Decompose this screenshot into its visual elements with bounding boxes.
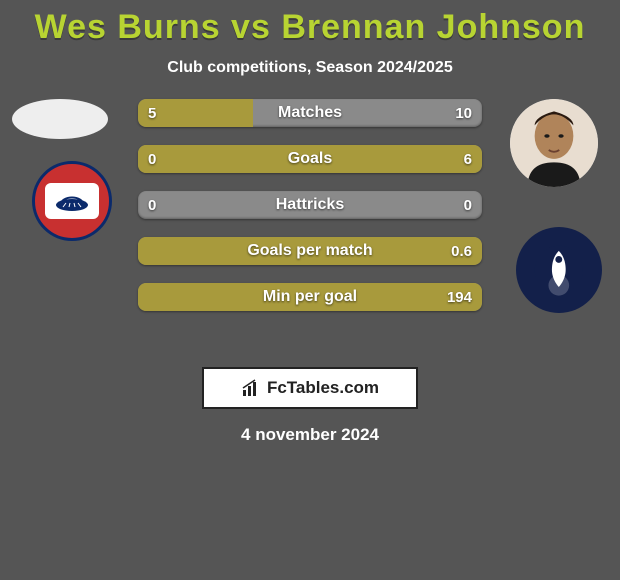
chart-icon	[241, 378, 261, 398]
stat-bar: Matches5 10	[138, 99, 482, 127]
stat-label: Hattricks	[138, 191, 482, 219]
stat-value-right: 0.6	[451, 237, 472, 265]
comparison-panel: Matches510Goals06Hattricks00Goals per ma…	[0, 99, 620, 359]
stat-value-right: 10	[455, 99, 472, 127]
stat-bar: Min per goal194	[138, 283, 482, 311]
stat-value-left: 0	[148, 145, 156, 173]
stat-bar: Hattricks0 0	[138, 191, 482, 219]
brand-text: FcTables.com	[267, 378, 379, 398]
subtitle: Club competitions, Season 2024/2025	[0, 59, 620, 77]
club-badge-left	[32, 161, 112, 241]
stat-value-right: 0	[464, 191, 472, 219]
club-badge-right	[516, 227, 602, 313]
stat-bar: Goals0 6	[138, 145, 482, 173]
stat-value-left: 5	[148, 99, 156, 127]
stat-bars: Matches510Goals06Hattricks00Goals per ma…	[138, 99, 482, 329]
stat-label: Goals	[138, 145, 482, 173]
stat-value-right: 6	[464, 145, 472, 173]
club-badge-left-inner	[45, 183, 99, 219]
player-left-avatar	[12, 99, 108, 139]
stat-value-left: 0	[148, 191, 156, 219]
page-title: Wes Burns vs Brennan Johnson	[0, 0, 620, 47]
brand-box: FcTables.com	[202, 367, 418, 409]
date-text: 4 november 2024	[0, 425, 620, 445]
stat-bar: Goals per match0.6	[138, 237, 482, 265]
stat-label: Matches	[138, 99, 482, 127]
stat-label: Min per goal	[138, 283, 482, 311]
stat-value-right: 194	[447, 283, 472, 311]
player-right-avatar	[510, 99, 598, 187]
stat-label: Goals per match	[138, 237, 482, 265]
